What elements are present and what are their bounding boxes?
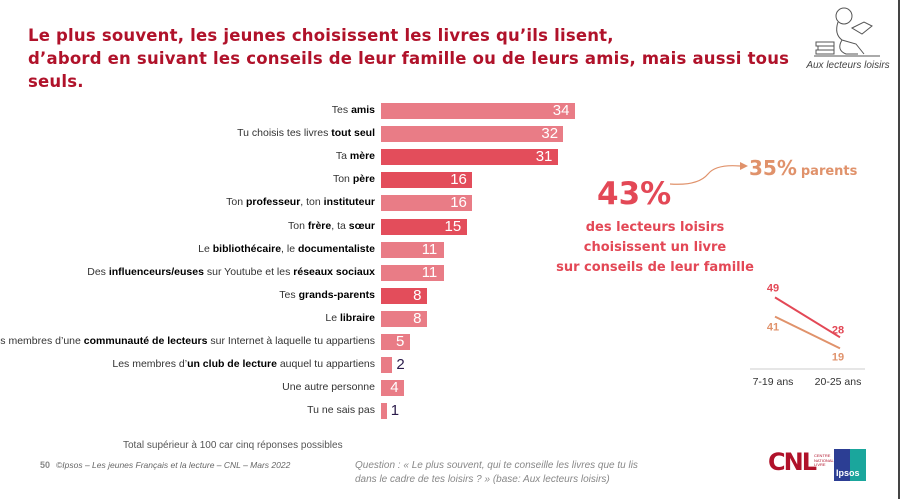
bar-value-label: 16 bbox=[450, 194, 467, 212]
bar-label: Le bibliothécaire, le documentaliste bbox=[198, 242, 375, 255]
question-text: Question : « Le plus souvent, qui te con… bbox=[355, 459, 685, 487]
trend-value-label: 19 bbox=[832, 351, 844, 363]
cnl-logo: CNL CENTRE NATIONAL DU LIVRE bbox=[768, 448, 840, 476]
bar-label: Tu choisis tes livres tout seul bbox=[237, 127, 375, 140]
trend-line-famille bbox=[774, 296, 841, 339]
question-line-1: Question : « Le plus souvent, qui te con… bbox=[355, 460, 638, 471]
page-number: 50 bbox=[40, 460, 51, 470]
reader-with-books-icon bbox=[814, 7, 880, 57]
bar-label: Ton professeur, ton instituteur bbox=[226, 196, 375, 209]
bar-value-label: 1 bbox=[390, 402, 400, 420]
bar-value-label: 11 bbox=[421, 240, 438, 258]
bar bbox=[381, 264, 444, 281]
bar-value-label: 31 bbox=[535, 148, 553, 166]
bar bbox=[381, 126, 564, 143]
bar-label: Ta mère bbox=[335, 150, 375, 163]
question-line-2: dans le cadre de tes loisirs ? » (base: … bbox=[355, 474, 610, 485]
bar-value-label: 32 bbox=[541, 125, 559, 143]
bar-value-label: 15 bbox=[444, 217, 462, 235]
bar bbox=[381, 357, 393, 374]
page-title: Le plus souvent, les jeunes choisissent … bbox=[28, 24, 798, 93]
family-percentage: 43% bbox=[597, 176, 672, 212]
bar bbox=[381, 403, 387, 420]
family-description: des lecteurs loisirs choisissent un livr… bbox=[520, 218, 790, 278]
bar bbox=[381, 149, 558, 166]
bar-label: Ton père bbox=[332, 173, 375, 186]
bar bbox=[381, 172, 473, 189]
bar bbox=[381, 103, 575, 119]
bar bbox=[381, 241, 444, 258]
trend-line-parents bbox=[774, 315, 841, 350]
bar bbox=[381, 380, 404, 397]
title-line-2: d’abord en suivant les conseils de leur … bbox=[28, 49, 790, 91]
parents-callout: 35% parents bbox=[749, 156, 857, 180]
bar bbox=[381, 287, 427, 304]
chart-note: Total supérieur à 100 car cinq réponses … bbox=[123, 440, 343, 451]
slide-border bbox=[898, 0, 900, 499]
cnl-subtitle: CENTRE NATIONAL DU LIVRE bbox=[814, 453, 841, 467]
bar-label: Ton frère, ta sœur bbox=[288, 219, 375, 232]
ipsos-logo: Ipsos bbox=[834, 449, 866, 481]
bar-value-label: 8 bbox=[413, 286, 422, 304]
bar-value-label: 34 bbox=[552, 102, 570, 119]
title-line-1: Le plus souvent, les jeunes choisissent … bbox=[28, 26, 614, 45]
bar-label: Le libraire bbox=[325, 311, 375, 324]
source-text: ©Ipsos – Les jeunes Français et la lectu… bbox=[56, 460, 291, 470]
trend-value-label: 41 bbox=[767, 322, 779, 334]
bar-label: Les membres d’un club de lecture auquel … bbox=[112, 358, 375, 371]
desc-line-2: choisissent un livre bbox=[583, 240, 727, 255]
parents-value: 35% bbox=[749, 156, 797, 180]
bar-value-label: 8 bbox=[413, 309, 422, 327]
bar-label: Une autre personne bbox=[282, 381, 375, 394]
footer: 50 ©Ipsos – Les jeunes Français et la lec… bbox=[40, 460, 290, 470]
trend-value-label: 49 bbox=[767, 282, 779, 294]
x-tick-label: 7-19 ans bbox=[753, 376, 794, 388]
cnl-wordmark: CNL bbox=[768, 448, 817, 476]
reader-badge: Aux lecteurs loisirs bbox=[802, 2, 894, 78]
bar-label: Tes amis bbox=[331, 104, 375, 116]
bar bbox=[381, 310, 427, 327]
bar-label: Les membres d’une communauté de lecteurs… bbox=[0, 335, 375, 347]
ipsos-wordmark: Ipsos bbox=[836, 468, 860, 478]
bar-label: Des influenceurs/euses sur Youtube et le… bbox=[87, 265, 375, 278]
age-trend-chart: 49 28 41 19 7-19 ans 20-25 ans bbox=[750, 282, 865, 388]
bar-label: Tu ne sais pas bbox=[307, 404, 375, 417]
bar-label: Tes grands-parents bbox=[279, 288, 375, 301]
arrow-icon bbox=[669, 162, 748, 185]
bar bbox=[381, 334, 410, 350]
bar-value-label: 16 bbox=[450, 171, 467, 189]
bar-value-label: 5 bbox=[396, 333, 405, 350]
badge-caption: Aux lecteurs loisirs bbox=[806, 60, 890, 71]
bar-value-label: 4 bbox=[390, 379, 399, 397]
desc-line-1: des lecteurs loisirs bbox=[585, 220, 725, 235]
parents-label: parents bbox=[800, 164, 858, 179]
bar-value-label: 11 bbox=[421, 263, 438, 281]
trend-value-label: 28 bbox=[832, 324, 844, 336]
bar-value-label: 2 bbox=[396, 356, 405, 374]
x-tick-label: 20-25 ans bbox=[815, 376, 862, 388]
bar bbox=[381, 195, 473, 212]
bar bbox=[381, 218, 467, 235]
desc-line-3: sur conseils de leur famille bbox=[556, 260, 754, 275]
